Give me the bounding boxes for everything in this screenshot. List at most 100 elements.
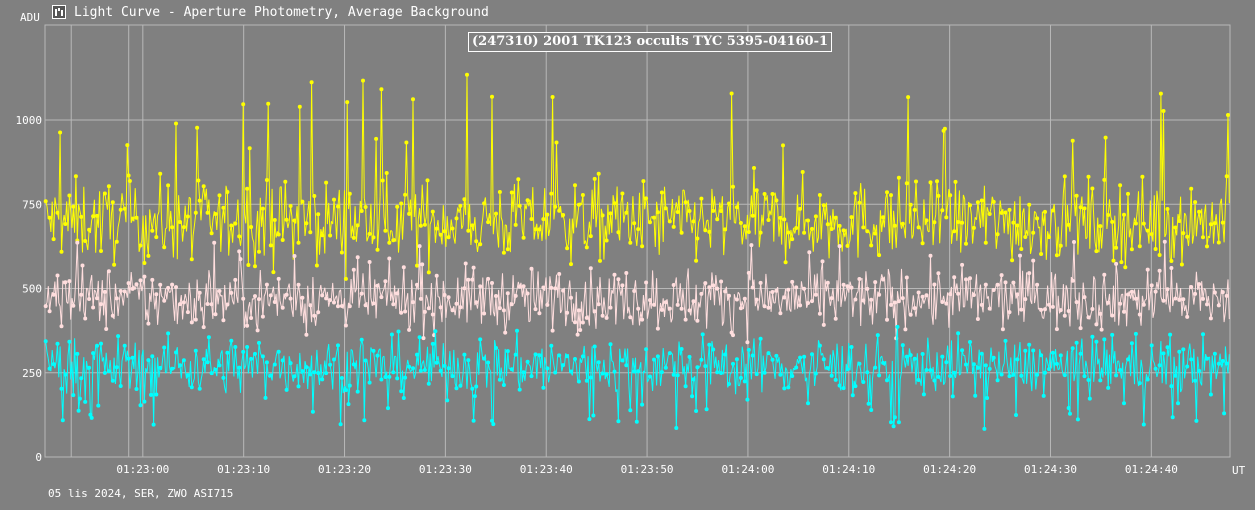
data-point (174, 350, 178, 355)
data-point (1126, 191, 1130, 196)
data-point (509, 367, 514, 372)
data-point (979, 302, 984, 307)
data-point (550, 328, 555, 333)
data-point (655, 210, 660, 215)
data-point (55, 210, 60, 215)
data-point (892, 415, 897, 420)
data-point (276, 232, 281, 237)
data-point (71, 303, 76, 308)
data-point (640, 402, 645, 407)
data-point (694, 258, 699, 263)
data-point (1208, 392, 1213, 397)
data-point (865, 229, 870, 234)
data-point (675, 302, 680, 307)
data-point (67, 279, 72, 284)
data-point (837, 223, 842, 228)
data-point (422, 309, 427, 314)
data-point (316, 212, 321, 217)
data-point (734, 205, 739, 210)
data-point (806, 301, 810, 305)
data-point (541, 217, 546, 222)
data-point (195, 125, 200, 130)
data-point (900, 343, 905, 348)
data-point (76, 408, 81, 413)
data-point (471, 265, 476, 270)
data-point (1010, 258, 1015, 263)
data-point (249, 316, 254, 320)
data-point (719, 209, 724, 213)
data-point (916, 225, 921, 230)
data-point (1118, 368, 1123, 372)
data-point (197, 198, 202, 203)
data-point (205, 210, 210, 215)
data-point (703, 228, 708, 233)
data-point (1185, 364, 1190, 369)
data-point (707, 229, 712, 234)
data-point (1023, 348, 1028, 353)
data-point (308, 230, 313, 235)
data-point (549, 285, 554, 290)
data-point (1086, 315, 1091, 320)
data-point (110, 313, 115, 318)
data-point (1050, 350, 1055, 355)
data-point (1039, 353, 1044, 358)
data-point (825, 280, 830, 285)
data-point (786, 230, 791, 235)
data-point (162, 345, 167, 350)
chart-title: (247310) 2001 TK123 occults TYC 5395-041… (468, 32, 833, 52)
y-tick-label: 1000 (16, 114, 43, 127)
data-point (634, 419, 639, 424)
data-point (380, 178, 385, 183)
data-point (703, 281, 708, 286)
data-point (810, 352, 814, 357)
data-point (968, 340, 972, 344)
data-point (1114, 373, 1119, 378)
x-axis-label: UT (1232, 464, 1246, 477)
data-point (624, 210, 629, 215)
data-point (387, 256, 392, 261)
data-point (865, 286, 870, 291)
data-point (1062, 373, 1067, 378)
data-point (142, 261, 147, 265)
data-point (63, 372, 68, 377)
data-point (446, 366, 451, 371)
data-point (1193, 291, 1198, 296)
data-point (209, 302, 214, 307)
data-point (185, 373, 190, 378)
data-point (573, 320, 577, 325)
data-point (434, 226, 439, 231)
data-point (79, 214, 84, 219)
data-point (501, 308, 506, 313)
data-point (379, 87, 384, 92)
data-point (932, 378, 937, 383)
x-tick-label: 01:23:40 (520, 463, 573, 476)
data-point (1031, 230, 1036, 235)
data-point (987, 306, 992, 311)
data-point (608, 211, 613, 216)
data-point (255, 328, 260, 333)
data-point (63, 280, 68, 285)
data-point (359, 337, 364, 342)
data-point (127, 179, 132, 183)
data-point (782, 295, 787, 300)
data-point (130, 355, 135, 360)
data-point (877, 253, 882, 258)
data-point (881, 215, 886, 220)
data-point (102, 370, 107, 375)
data-point (1111, 258, 1116, 263)
data-point (77, 396, 82, 401)
data-point (363, 358, 368, 363)
data-point (750, 285, 755, 290)
light-curve-app-icon[interactable] (52, 5, 66, 19)
data-point (1099, 327, 1104, 332)
data-point (134, 215, 139, 220)
data-point (478, 337, 483, 342)
data-point (1019, 307, 1024, 312)
data-point (704, 407, 709, 412)
data-point (433, 329, 438, 334)
data-point (790, 237, 795, 242)
data-point (1110, 332, 1115, 337)
data-point (774, 198, 779, 203)
data-point (1173, 225, 1178, 230)
